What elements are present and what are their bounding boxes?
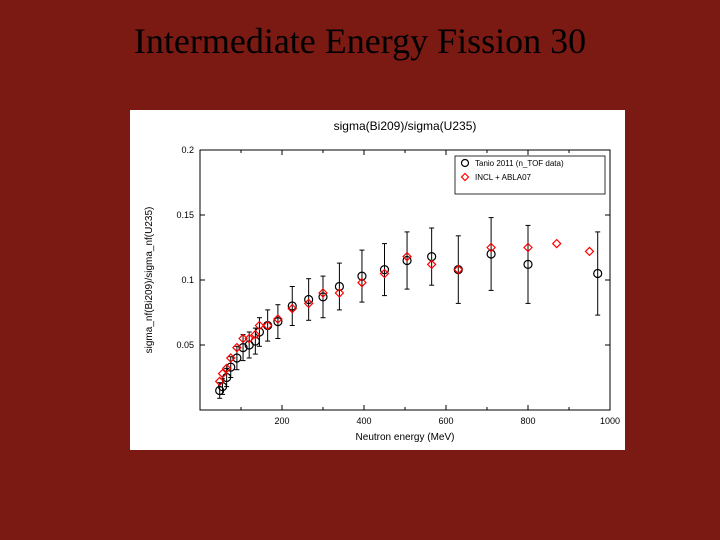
x-axis-label: Neutron energy (MeV)	[356, 432, 455, 443]
x-tick-label: 200	[274, 416, 289, 426]
x-tick-label: 600	[438, 416, 453, 426]
chart-title: sigma(Bi209)/sigma(U235)	[334, 119, 477, 133]
y-tick-label: 0.1	[181, 275, 194, 285]
slide: Intermediate Energy Fission 30 sigma(Bi2…	[0, 0, 720, 540]
slide-title: Intermediate Energy Fission 30	[0, 20, 720, 62]
x-tick-label: 800	[520, 416, 535, 426]
y-axis-label: sigma_nf(Bi209)/sigma_nf(U235)	[144, 207, 155, 354]
y-tick-label: 0.2	[181, 145, 194, 155]
x-tick-label: 1000	[600, 416, 620, 426]
legend-label: INCL + ABLA07	[475, 173, 532, 182]
y-tick-label: 0.15	[176, 210, 194, 220]
chart-container: sigma(Bi209)/sigma(U235) 0.05 0.1 0.15 0.2 20…	[130, 110, 625, 450]
chart-svg: sigma(Bi209)/sigma(U235) 0.05 0.1 0.15 0.2 20…	[130, 110, 625, 450]
legend-label: Tanio 2011 (n_TOF data)	[475, 159, 564, 168]
x-tick-label: 400	[356, 416, 371, 426]
y-tick-label: 0.05	[176, 340, 194, 350]
